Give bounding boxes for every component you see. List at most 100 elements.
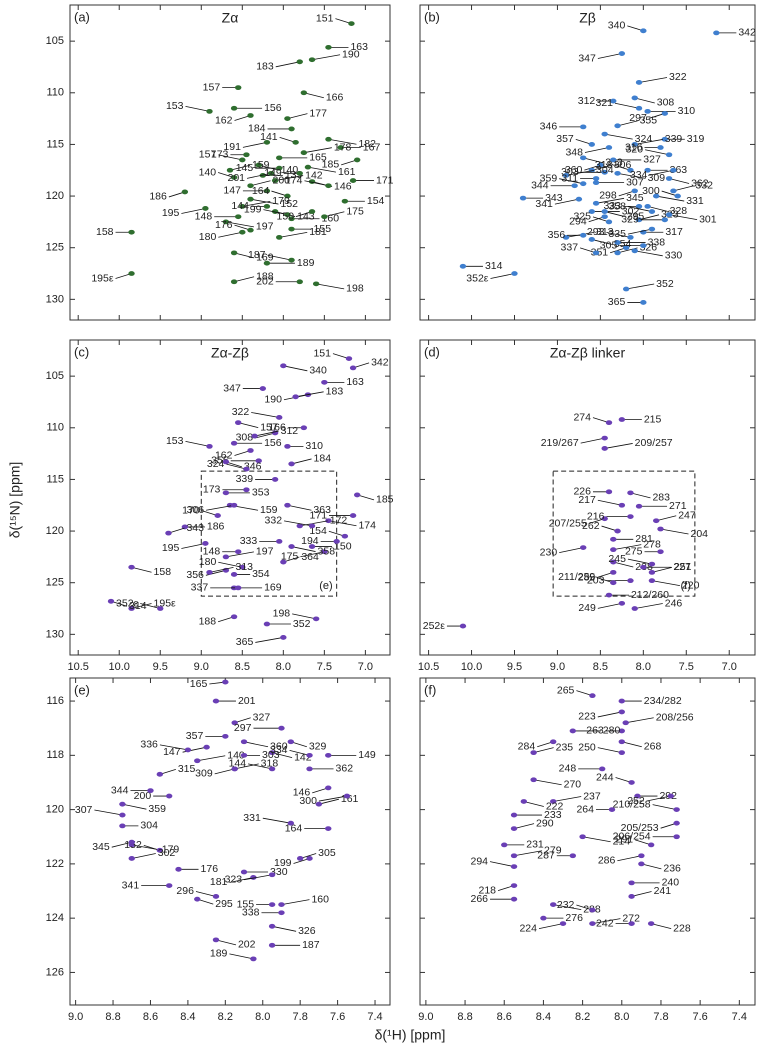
leader-line	[287, 113, 308, 119]
y-tick-label: 110	[46, 87, 64, 99]
leader-line	[559, 178, 584, 185]
leader-line	[604, 211, 625, 217]
peak	[296, 170, 303, 176]
peak	[592, 200, 600, 206]
peak-label: 182	[358, 138, 376, 150]
leader-line	[289, 749, 310, 756]
peak-label: 199	[244, 203, 262, 215]
peak	[657, 549, 664, 555]
peak-label: 226	[573, 486, 591, 498]
peak-label: 155	[314, 223, 332, 235]
peak	[610, 157, 617, 163]
peak-label: 318	[261, 758, 279, 770]
panel-label: (e)	[74, 682, 90, 697]
peak-label: 180	[199, 231, 217, 243]
peak-label: 183	[256, 61, 274, 73]
peak	[284, 116, 291, 122]
leader-line	[248, 763, 273, 770]
peak	[614, 250, 621, 256]
peak-label: 220	[682, 579, 700, 591]
peak	[349, 365, 357, 371]
leader-line	[238, 422, 259, 429]
leader-line	[533, 779, 562, 786]
peak	[184, 747, 192, 753]
peak-label: 313	[235, 561, 253, 573]
peak	[222, 219, 230, 225]
peak	[605, 145, 613, 150]
leader-line	[287, 504, 312, 511]
peak-label: 286	[598, 855, 616, 867]
peak	[648, 561, 656, 567]
peak-label: 202	[256, 276, 274, 288]
peak	[284, 212, 291, 218]
peak	[673, 820, 680, 826]
peak	[627, 234, 634, 240]
peak	[147, 788, 154, 794]
leader-line	[234, 276, 255, 283]
peak	[341, 533, 349, 539]
peak-label: 171	[376, 174, 394, 186]
peak-label: 185	[376, 494, 394, 506]
peak	[165, 883, 173, 888]
leader-line	[246, 172, 272, 179]
peak	[648, 569, 656, 575]
peak	[325, 136, 332, 142]
leader-line	[250, 180, 271, 187]
peak	[304, 164, 312, 170]
peak	[627, 578, 634, 584]
peak	[280, 635, 287, 640]
peak-label: 271	[669, 500, 687, 512]
peak	[165, 793, 173, 799]
peak	[284, 502, 291, 508]
leader-line	[554, 198, 579, 205]
peak	[640, 28, 647, 34]
peak	[665, 152, 673, 158]
peak-label: 342	[738, 27, 756, 39]
peak-label: 173	[203, 484, 221, 496]
peak-label: 280	[603, 725, 621, 737]
x-tick-label: 7.4	[732, 1011, 747, 1023]
peak	[202, 206, 209, 211]
peak	[614, 170, 621, 176]
peak	[648, 226, 656, 232]
peak-label: 340	[608, 20, 626, 32]
peak	[206, 108, 213, 114]
peak	[288, 257, 295, 263]
peak-label: 294	[569, 216, 587, 228]
y-tick-label: 125	[46, 577, 64, 589]
peak-label: 333	[240, 535, 258, 547]
leader-line	[304, 180, 329, 187]
peak-label: 219/267	[541, 437, 579, 449]
peak-label: 344	[531, 180, 549, 192]
peak	[550, 902, 557, 907]
leader-line	[140, 603, 161, 609]
peak	[631, 606, 638, 611]
leader-line	[267, 254, 292, 261]
leader-line	[559, 547, 584, 553]
peak	[235, 585, 242, 591]
peak	[569, 853, 577, 859]
leader-line	[538, 923, 564, 929]
y-tick-label: 124	[46, 912, 64, 924]
peak	[610, 536, 617, 542]
peak-label: 285	[578, 571, 596, 583]
peak-label: 190	[264, 394, 282, 406]
x-tick-label: 7.0	[358, 661, 373, 673]
peak	[280, 559, 287, 565]
peak-label: 317	[665, 226, 683, 238]
leader-line	[652, 804, 677, 811]
peak-label: 140	[281, 164, 299, 176]
peak-label: 195	[162, 542, 180, 554]
peak	[644, 167, 651, 173]
peak	[628, 921, 635, 926]
peak-label: 287	[537, 850, 555, 862]
peak	[308, 209, 316, 214]
peak	[296, 523, 303, 529]
peak-label: 161	[341, 793, 359, 805]
peak-label: 303	[262, 749, 280, 761]
x-tick-label: 8.5	[235, 661, 250, 673]
peak	[222, 490, 230, 496]
leader-line	[592, 918, 621, 924]
peak	[300, 425, 308, 431]
peak-label: 309	[195, 768, 213, 780]
